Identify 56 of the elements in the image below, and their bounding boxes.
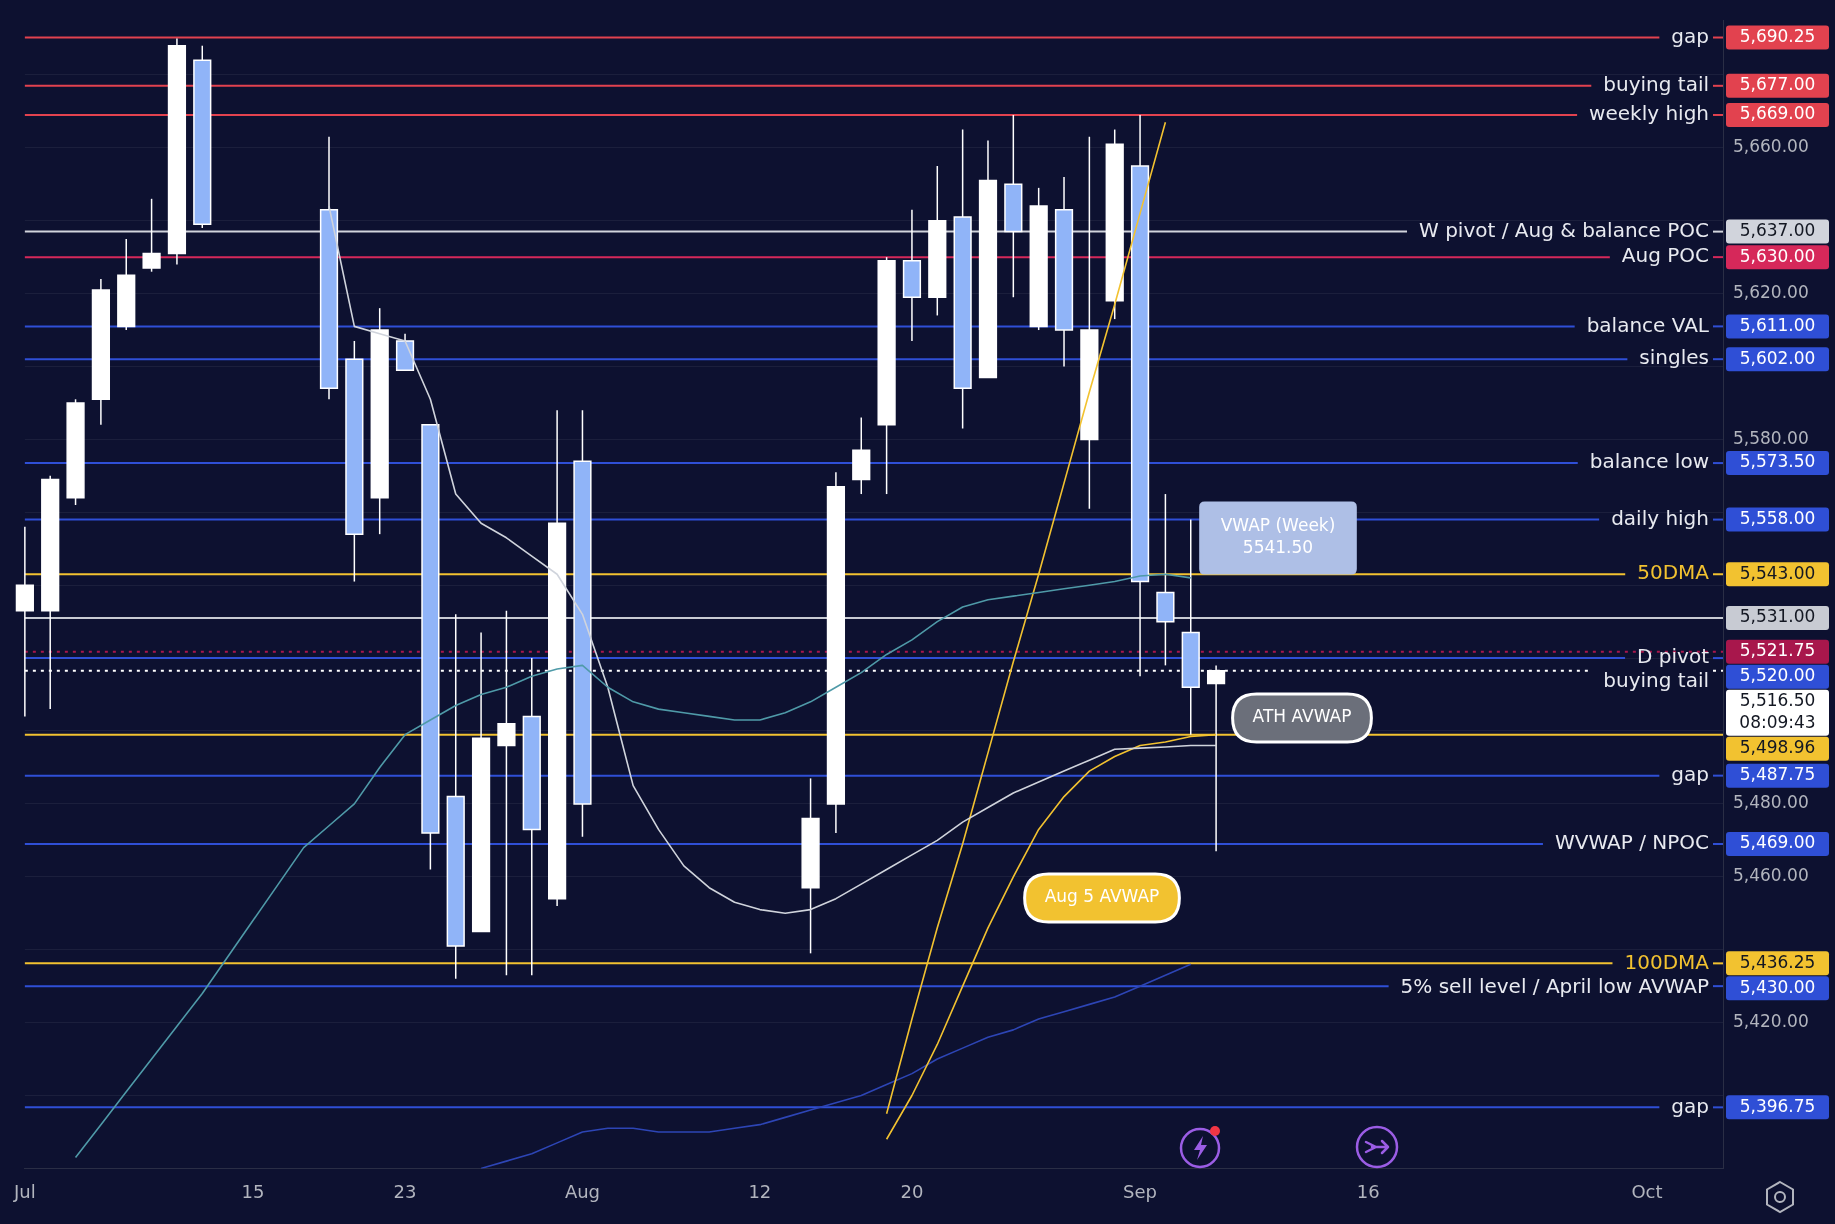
y-tick-label: 5,580.00 [1733,427,1809,448]
text: 5,531.00 [1739,606,1816,627]
ref-line-label: Aug POC [1621,243,1709,268]
ref-line-label: gap [1671,761,1709,786]
x-tick-label: Oct [1631,1180,1663,1202]
x-tick-label: Jul [13,1180,36,1202]
text: 5,602.00 [1739,347,1816,368]
text: 5,669.00 [1739,103,1816,124]
text: 5,611.00 [1739,314,1816,335]
x-tick-label: Aug [564,1180,601,1202]
ref-line-label: gap [1671,1093,1709,1118]
y-tick-label: 5,420.00 [1733,1011,1809,1032]
y-tick-label: 5,620.00 [1733,282,1809,302]
x-tick-label: Sep [1123,1180,1158,1202]
x-tick-label: 20 [900,1180,924,1202]
text: 08:09:43 [1739,712,1816,733]
text: 5,677.00 [1739,74,1816,95]
text: 5,469.00 [1739,832,1816,853]
x-tick-label: 23 [393,1180,417,1202]
x-tick-label: 12 [748,1180,772,1202]
ref-line-label: buying tail [1603,668,1709,693]
text: 5,430.00 [1739,976,1816,997]
ref-line-label: daily high [1611,505,1709,530]
ref-line-label: buying tail [1603,72,1709,97]
text: 5,558.00 [1739,508,1816,528]
ref-line-label: 5% sell level / April low AVWAP [1400,973,1709,998]
annotation: ATH AVWAP [1252,706,1352,727]
text: 5,498.96 [1739,737,1816,758]
ref-line-label: weekly high [1589,101,1709,126]
text: 5,630.00 [1739,245,1816,266]
ref-line-label: balance low [1589,449,1709,474]
text: 5,436.25 [1739,951,1816,972]
ref-line-label: 50DMA [1637,560,1710,585]
text: 5,520.00 [1739,665,1816,686]
ref-line-label: W pivot / Aug & balance POC [1419,217,1709,242]
ref-line-label: gap [1671,23,1709,48]
annotation: VWAP (Week) 5541.50 [1220,515,1336,558]
text: 5,396.75 [1739,1095,1816,1116]
text: 5,487.75 [1739,764,1816,785]
x-tick-label: 16 [1356,1180,1380,1202]
annotation: Aug 5 AVWAP [1044,886,1160,907]
ref-line-label: balance VAL [1586,312,1710,337]
y-tick-label: 5,480.00 [1733,792,1809,813]
ref-line-label: WVWAP / NPOC [1554,830,1709,855]
text: 5,543.00 [1739,562,1816,583]
text: 5,516.50 [1739,690,1816,711]
text: 5,573.50 [1739,451,1816,472]
ref-line-label: singles [1639,345,1709,370]
text: 5,690.25 [1739,25,1816,46]
text: 5,637.00 [1739,220,1816,241]
y-tick-label: 5,460.00 [1733,865,1809,886]
x-tick-label: 15 [241,1180,265,1202]
y-tick-label: 5,660.00 [1733,136,1809,157]
ref-line-label: D pivot [1637,644,1710,669]
text: 5,521.75 [1739,640,1816,661]
ref-line-label: 100DMA [1624,949,1710,974]
